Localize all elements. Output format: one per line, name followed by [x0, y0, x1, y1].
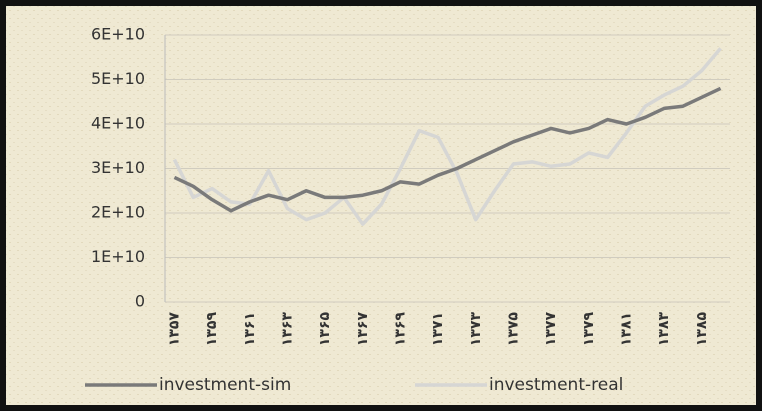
- x-tick-label: ۱۳۶۱: [242, 312, 258, 346]
- y-tick-label: 2E+10: [91, 203, 145, 222]
- x-tick-label: ۱۳۵۷: [166, 312, 182, 347]
- x-tick-label: ۱۳۷۵: [505, 312, 521, 347]
- series-line: [173, 86, 722, 213]
- x-tick-label: ۱۳۷۱: [430, 312, 446, 346]
- legend-label: investment-sim: [159, 375, 291, 395]
- y-tick-label: 3E+10: [91, 158, 145, 177]
- y-tick-label: 4E+10: [91, 114, 145, 133]
- y-tick-label: 1E+10: [91, 247, 145, 266]
- x-tick-label: ۱۳۷۹: [581, 312, 597, 347]
- x-tick-label: ۱۳۷۷: [543, 312, 559, 347]
- x-tick-label: ۱۳۶۳: [279, 312, 295, 347]
- x-tick-label: ۱۳۸۳: [656, 312, 672, 347]
- y-tick-label: 0: [135, 292, 145, 311]
- x-tick-label: ۱۳۶۷: [355, 312, 371, 347]
- legend-label: investment-real: [489, 375, 623, 395]
- x-tick-label: ۱۳۷۳: [468, 312, 484, 347]
- x-tick-label: ۱۳۶۵: [317, 312, 333, 347]
- x-tick-label: ۱۳۵۹: [204, 312, 220, 347]
- x-tick-label: ۱۳۶۹: [392, 312, 408, 347]
- y-tick-label: 5E+10: [91, 69, 145, 88]
- y-tick-label: 6E+10: [91, 25, 145, 44]
- series-line: [172, 47, 722, 226]
- x-tick-label: ۱۳۸۱: [618, 312, 634, 346]
- x-tick-label: ۱۳۸۵: [694, 312, 710, 347]
